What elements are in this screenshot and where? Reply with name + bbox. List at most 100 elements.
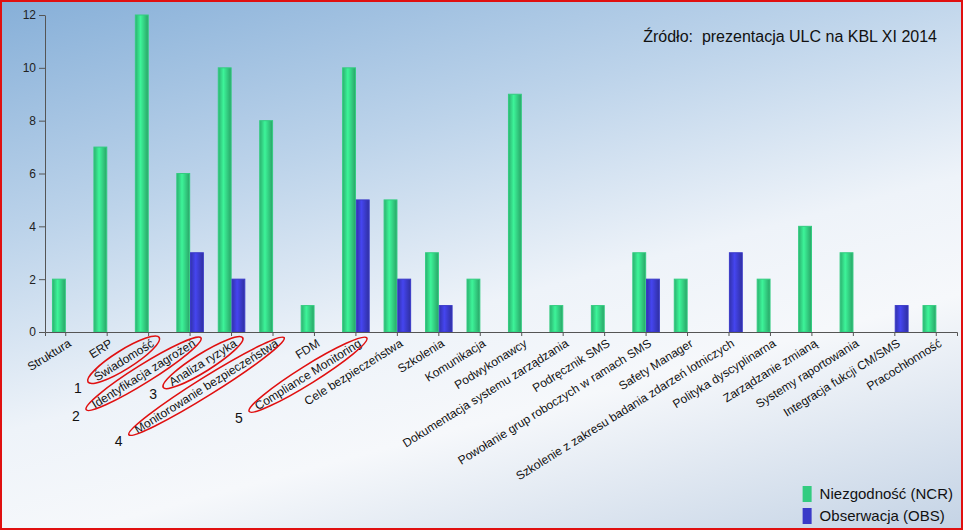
tick-mark: [314, 332, 315, 336]
tick-mark: [563, 332, 564, 336]
bar: [647, 279, 660, 332]
tick-mark: [687, 332, 688, 336]
bar: [550, 306, 563, 332]
tick-mark: [355, 332, 356, 336]
tick-mark: [39, 174, 45, 175]
tick-mark: [107, 332, 108, 336]
annotation-number: 5: [235, 410, 243, 426]
tick: Cele bezpieczeństwa: [302, 332, 406, 408]
bar: [895, 306, 908, 332]
legend-swatch: [803, 508, 812, 524]
annotation-ellipse: [124, 330, 289, 442]
bar: [799, 226, 812, 332]
tick: 4: [29, 220, 45, 234]
tick-mark: [894, 332, 895, 336]
tick-mark: [936, 332, 937, 336]
bar: [135, 15, 148, 332]
bar: [177, 174, 190, 333]
tick-label: 6: [29, 167, 36, 181]
bar: [591, 306, 604, 332]
tick-label: Pracochłonność: [864, 336, 944, 393]
bar: [94, 147, 107, 332]
legend-item: Niezgodność (NCR): [803, 485, 953, 502]
tick-mark: [190, 332, 191, 336]
bar: [467, 279, 480, 332]
tick-label: 10: [23, 61, 37, 75]
bar: [232, 279, 245, 332]
tick: Pracochłonność: [864, 332, 944, 393]
title: Źródło: prezentacja ULC na KBL XI 2014: [643, 27, 937, 45]
bar: [301, 306, 314, 332]
tick-mark: [39, 226, 45, 227]
bar: [674, 279, 687, 332]
bar: [356, 200, 369, 332]
bars: [52, 15, 935, 332]
tick-mark: [811, 332, 812, 336]
axis-line: [45, 16, 46, 333]
tick-mark: [39, 332, 45, 333]
tick: 6: [29, 167, 45, 181]
tick-label: 4: [29, 220, 36, 234]
tick-label: 8: [29, 114, 36, 128]
tick-mark: [604, 332, 605, 336]
chart: 024681012StrukturaERPŚwiadomość1Identyfi…: [0, 0, 963, 530]
bar: [343, 68, 356, 332]
bar: [218, 68, 231, 332]
x-axis: StrukturaERPŚwiadomość1Identyfikacja zag…: [25, 329, 958, 483]
tick: 12: [23, 8, 45, 22]
axis-line: [46, 333, 958, 337]
bar: [426, 253, 439, 332]
tick-mark: [438, 332, 439, 336]
tick: 0: [29, 325, 45, 339]
tick-mark: [729, 332, 730, 336]
tick-label: Struktura: [25, 336, 74, 374]
bar: [923, 306, 936, 332]
bar: [384, 200, 397, 332]
tick-mark: [39, 68, 45, 69]
legend-item: Obserwacja (OBS): [803, 507, 945, 524]
bar: [840, 253, 853, 332]
tick: 10: [23, 61, 45, 75]
annotation-number: 2: [72, 408, 80, 424]
tick-mark: [521, 332, 522, 336]
tick-mark: [148, 332, 149, 336]
tick-mark: [39, 279, 45, 280]
bar: [508, 94, 521, 332]
tick-mark: [39, 121, 45, 122]
tick: 2: [29, 273, 45, 287]
tick-mark: [853, 332, 854, 336]
tick-label: 12: [23, 8, 37, 22]
bar: [260, 121, 273, 332]
legend-label: Niezgodność (NCR): [820, 485, 953, 502]
series-bars: [191, 200, 909, 332]
annotation-number: 1: [74, 380, 82, 396]
tick-mark: [39, 15, 45, 16]
frame: [1, 1, 962, 529]
tick: Dokumentacja systemu zarządzania: [400, 332, 571, 450]
tick: Monitorowanie bezpieczeństwa 4: [115, 330, 289, 449]
tick-label: 0: [29, 325, 36, 339]
tick: Szkolenie z zakresu badania zdarzeń lotn…: [513, 332, 737, 483]
series-bars: [52, 15, 935, 332]
tick-label: Dokumentacja systemu zarządzania: [400, 336, 571, 450]
tick-mark: [397, 332, 398, 336]
bar: [52, 279, 65, 332]
bar: [191, 253, 204, 332]
bar: [757, 279, 770, 332]
bar: [633, 253, 646, 332]
tick-mark: [273, 332, 274, 336]
tick-mark: [770, 332, 771, 336]
tick: Struktura: [25, 332, 74, 374]
tick: 8: [29, 114, 45, 128]
tick-label: Monitorowanie bezpieczeństwa: [132, 336, 281, 436]
annotation-number: 4: [115, 433, 123, 449]
legend: Niezgodność (NCR) Obserwacja (OBS): [803, 485, 953, 524]
tick-label: 2: [29, 273, 36, 287]
tick-mark: [480, 332, 481, 336]
plot: 024681012StrukturaERPŚwiadomość1Identyfi…: [23, 8, 958, 483]
tick-mark: [65, 332, 66, 336]
legend-label: Obserwacja (OBS): [820, 507, 945, 524]
tick-mark: [231, 332, 232, 336]
bar: [729, 253, 742, 332]
legend-swatch: [803, 486, 812, 502]
